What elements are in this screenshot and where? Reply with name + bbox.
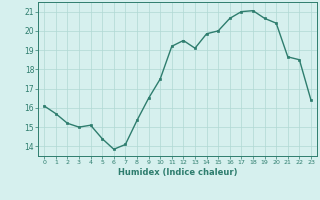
X-axis label: Humidex (Indice chaleur): Humidex (Indice chaleur) <box>118 168 237 177</box>
